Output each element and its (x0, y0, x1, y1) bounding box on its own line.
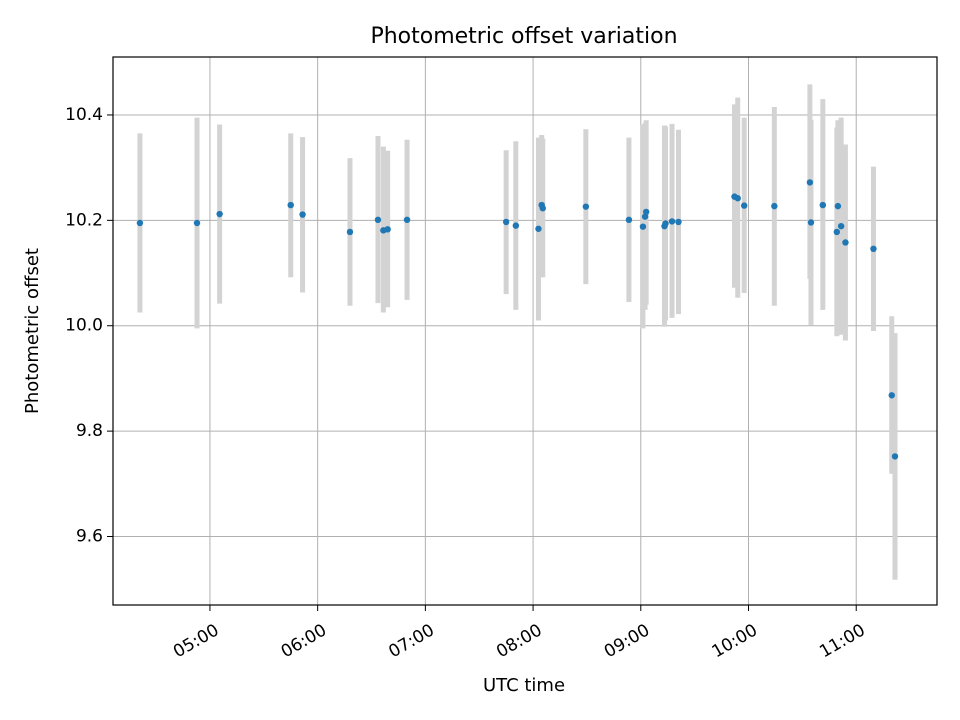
data-point (807, 219, 815, 226)
y-tick-label: 10.4 (65, 105, 103, 125)
data-point (287, 201, 294, 209)
data-point (668, 218, 676, 225)
y-tick-label: 10.0 (65, 316, 103, 336)
data-point (346, 228, 354, 236)
data-point (384, 226, 391, 233)
data-point (539, 205, 546, 212)
data-point (625, 216, 633, 224)
y-tick-label: 9.8 (76, 421, 103, 441)
data-point (642, 208, 650, 216)
data-point (512, 222, 520, 229)
data-point (136, 219, 144, 227)
y-tick-label: 10.2 (65, 210, 103, 230)
y-tick-label: 9.6 (76, 527, 103, 547)
data-point (662, 220, 669, 227)
data-point (639, 223, 647, 230)
plot-area-frame (112, 56, 938, 606)
data-point (535, 225, 542, 232)
data-point (582, 203, 590, 210)
data-point (403, 216, 411, 224)
data-point (819, 201, 827, 209)
data-point (842, 239, 849, 246)
data-point (734, 195, 741, 202)
y-axis-ticks: 9.6 9.8 10.0 10.2 10.4 (65, 105, 113, 547)
x-axis-label: UTC time (483, 675, 565, 696)
data-point (299, 211, 306, 218)
data-point (193, 219, 201, 227)
data-point (374, 216, 382, 224)
data-point (891, 453, 899, 460)
data-point (888, 392, 895, 399)
data-point (870, 245, 877, 252)
chart-title: Photometric offset variation (370, 24, 677, 49)
data-point (771, 202, 778, 210)
data-point (834, 202, 842, 210)
data-point (806, 179, 814, 186)
y-axis-label: Photometric offset (22, 248, 43, 414)
data-point (837, 222, 845, 230)
data-point (675, 218, 682, 226)
data-point (833, 228, 841, 236)
data-point (740, 202, 748, 209)
data-points (136, 179, 899, 460)
grid-lines (113, 57, 937, 605)
data-point (216, 210, 223, 218)
data-point (502, 218, 510, 226)
